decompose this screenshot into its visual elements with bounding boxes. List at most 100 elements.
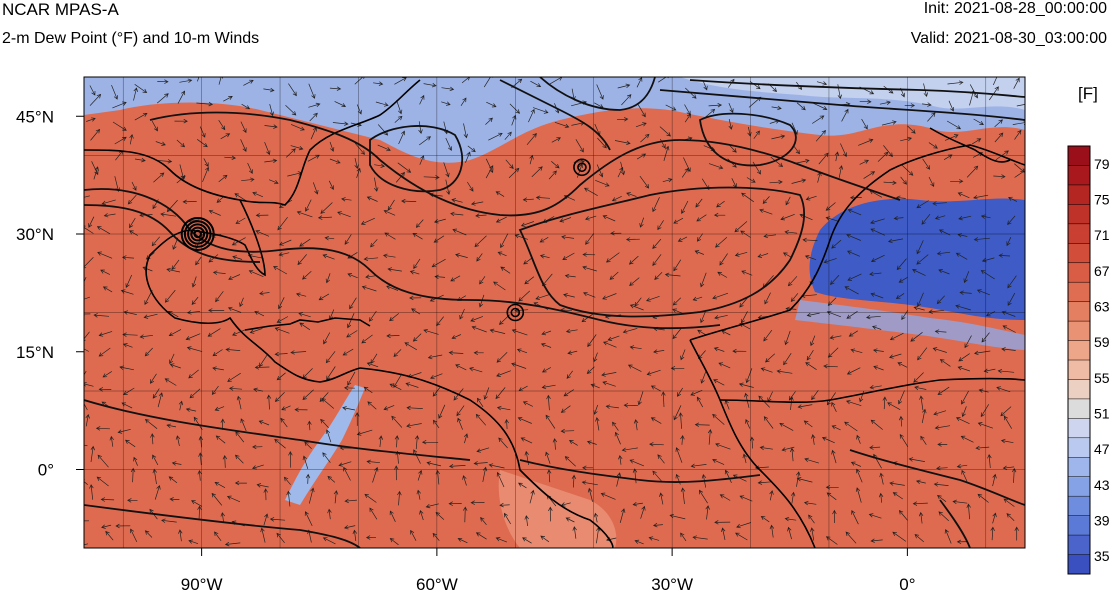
wind-arrow [659,126,671,137]
wind-arrow [455,253,468,258]
colorbar-swatch [1068,204,1090,225]
wind-arrow [742,453,747,464]
wind-arrow [583,187,598,197]
wind-arrow [763,416,774,429]
wind-arrow [787,276,798,287]
wind-arrow [844,286,859,295]
wind-arrow [548,170,557,180]
wind-arrow [697,329,706,336]
wind-arrow [551,137,561,143]
wind-arrow [841,108,849,122]
wind-arrow [708,163,724,170]
wind-arrow [475,213,487,218]
wind-arrow [850,348,863,354]
wind-arrow [127,498,138,503]
wind-arrow [586,366,595,375]
wind-arrow [877,151,889,162]
wind-arrow [178,400,184,411]
wind-arrow [714,520,731,525]
wind-arrow [560,428,575,434]
wind-arrow [1008,196,1018,202]
cyclone-isobar [187,223,209,245]
wind-arrow [473,350,484,356]
wind-arrow [812,115,825,124]
wind-arrow [469,367,483,373]
valid-time: Valid: 2021-08-30_03:00:00 [910,30,1107,47]
wind-arrow [290,145,304,151]
wind-arrow [234,480,247,486]
wind-arrow [738,382,754,388]
wind-arrow [882,396,887,410]
colorbar-label: 71 [1094,227,1110,243]
wind-arrow [285,105,297,116]
wind-arrow [451,198,463,203]
wind-arrow [859,99,872,104]
wind-arrow [383,209,396,216]
wind-arrow [489,328,506,334]
wind-arrow [450,275,461,282]
colorbar-swatch [1068,321,1090,342]
dry-air-north [84,77,1025,163]
wind-arrow [605,404,619,409]
wind-arrow [463,123,469,139]
wind-arrow [342,406,356,411]
wind-arrow [597,137,607,149]
wind-arrow [332,121,349,126]
wind-arrow [848,330,858,337]
wind-arrow [992,512,997,524]
wind-arrow [483,77,493,88]
init-time: Init: 2021-08-28_00:00:00 [923,0,1107,17]
wind-arrow [921,408,927,424]
lat-tick-label: 30°N [16,225,54,244]
wind-arrow [524,276,535,285]
wind-arrow [278,252,290,257]
wind-arrow [614,140,631,146]
wind-arrow [914,385,927,391]
wind-arrow [593,404,599,415]
wind-arrow [84,296,91,302]
wind-arrow [227,306,242,313]
wind-arrow [401,198,417,204]
cyclone-isobar [193,229,202,239]
wind-arrow [322,452,331,463]
wind-arrow [928,176,935,188]
wind-arrow [729,144,737,153]
wind-arrow [516,348,528,354]
wind-arrow [471,325,487,333]
wind-arrow [763,329,773,342]
wind-arrow [171,461,182,466]
wind-arrow [734,221,748,233]
wind-arrow [741,192,755,203]
wind-arrow [916,200,929,209]
wind-arrow [600,492,616,500]
wind-arrow [640,505,646,519]
wind-arrow [488,463,505,469]
colorbar-swatch [1068,243,1090,264]
wind-arrow [694,422,710,427]
lat-lon-grid [84,77,1025,548]
wind-arrow [700,370,707,384]
wind-arrow [657,454,665,464]
wind-arrow [322,537,336,545]
wind-arrow [375,101,389,107]
wind-arrow [752,161,761,175]
wind-arrow [769,490,774,501]
wind-arrow [955,252,968,260]
wind-arrow [992,473,997,487]
wind-arrow [462,506,468,523]
wind-arrow [367,401,377,410]
wind-arrow [540,535,550,543]
wind-arrow [240,418,247,432]
wind-arrow [497,251,507,257]
wind-arrow [344,234,352,245]
wind-arrow [806,312,820,318]
wind-arrow [127,194,137,205]
wind-arrow [123,343,133,348]
wind-arrow [255,213,269,218]
wind-arrow [716,200,725,208]
wind-arrow [736,522,752,529]
wind-arrow [677,236,688,242]
wind-arrow [154,485,161,500]
wind-arrow [302,271,312,280]
